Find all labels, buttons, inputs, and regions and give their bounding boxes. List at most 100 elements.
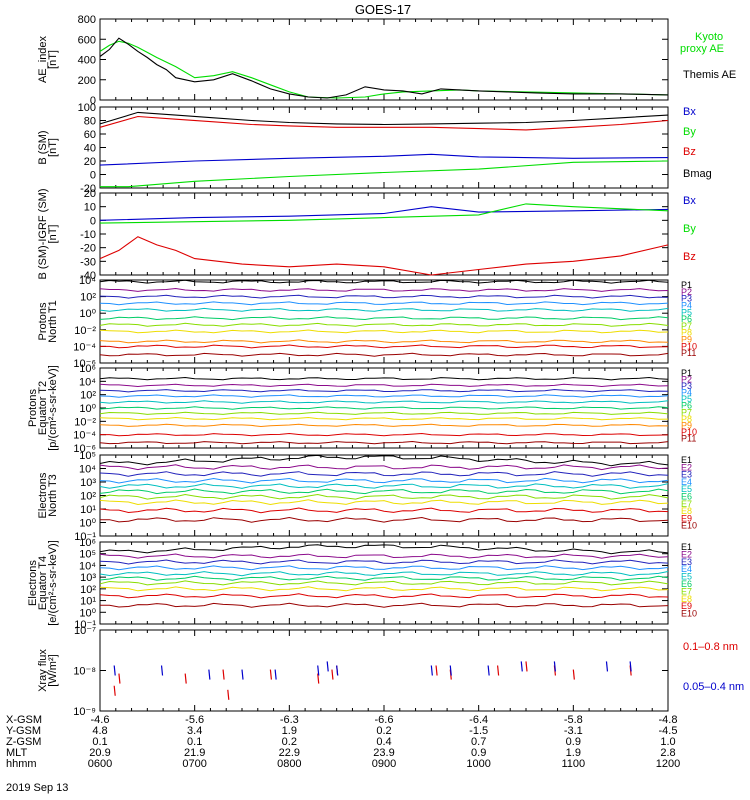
legend-entry: E6 [681, 492, 692, 502]
y-axis-label: Xray flux [37, 649, 49, 692]
footer-cell: 1.0 [660, 736, 675, 748]
legend-entry: E7 [681, 499, 692, 509]
flux-series-E6 [99, 575, 669, 581]
xray-point [160, 665, 164, 676]
y-axis-label: B (SM) [37, 130, 49, 164]
y-tick-label: 10⁻⁶ [73, 443, 96, 455]
legend-entry: E1 [681, 455, 692, 465]
flux-series-E3 [99, 471, 669, 477]
y-tick-label: 0 [90, 95, 96, 107]
xray-point [435, 665, 438, 676]
legend-entry: P11 [681, 433, 696, 443]
flux-series-P11 [99, 440, 669, 445]
legend-entry: P9 [681, 420, 692, 430]
footer-cell: 22.9 [279, 747, 300, 759]
footer-cell: 0800 [277, 758, 301, 770]
y-tick-label: 20 [84, 156, 96, 168]
flux-series-P8 [99, 416, 669, 421]
xray-point [184, 673, 187, 684]
legend-entry: E2 [681, 462, 692, 472]
footer-row-label: MLT [6, 747, 27, 759]
flux-series-E6 [99, 488, 669, 495]
flux-series-P7 [99, 411, 669, 415]
legend-entry: P6 [681, 401, 692, 411]
legend-entry: E6 [681, 579, 692, 589]
legend-entry: Themis AE [683, 69, 736, 81]
xray-point [113, 665, 116, 676]
y-tick-label: 0 [90, 170, 96, 182]
y-tick-label: -20 [80, 183, 96, 195]
footer-cell: 0.2 [376, 725, 391, 737]
footer-cell: 0.1 [187, 736, 202, 748]
y-tick-label: 0 [90, 215, 96, 227]
y-tick-label: -20 [80, 243, 96, 255]
y-tick-label: 10² [80, 292, 96, 304]
legend-entry: E5 [681, 572, 692, 582]
flux-series-E9 [99, 507, 669, 514]
y-tick-label: 400 [78, 55, 96, 67]
flux-series-P9 [99, 423, 669, 428]
legend-entry: Bmag [683, 168, 712, 180]
y-tick-label: -10 [80, 229, 96, 241]
footer-cell: 21.9 [184, 747, 205, 759]
footer-cell: 1.9 [566, 747, 581, 759]
xray-point [629, 661, 632, 672]
series-line [99, 111, 669, 126]
legend-entry: P8 [681, 328, 692, 338]
y-axis-label: Equator T4 [37, 556, 49, 610]
y-tick-label: 10⁶ [79, 363, 96, 375]
y-tick-label: 10⁻⁸ [73, 666, 96, 678]
footer-cell: 3.4 [187, 725, 202, 737]
flux-series-P11 [99, 352, 669, 357]
legend-entry: E3 [681, 557, 692, 567]
footer-cell: 2.8 [660, 747, 675, 759]
legend-entry: By [683, 126, 696, 138]
series-line [99, 153, 669, 166]
legend-entry: Bz [683, 251, 696, 263]
y-axis-label: [p/(cm²-s-sr-keV)] [47, 365, 59, 451]
series-line [99, 236, 669, 276]
y-axis-label: North T1 [47, 300, 59, 343]
y-tick-label: 10² [80, 390, 96, 402]
panel-frame [99, 629, 669, 712]
footer-cell: 23.9 [373, 747, 394, 759]
y-axis-label: AE_index [37, 35, 49, 83]
y-tick-label: 10⁻⁴ [73, 341, 96, 353]
flux-series-P5 [99, 400, 669, 404]
legend-entry: P1 [681, 368, 692, 378]
legend-entry: E3 [681, 470, 692, 480]
legend-entry: P10 [681, 427, 697, 437]
legend-entry: 0.1–0.8 nm [683, 641, 738, 653]
y-tick-label: 800 [78, 14, 96, 26]
xray-point [336, 665, 339, 676]
legend-entry: P7 [681, 321, 692, 331]
legend-entry: Bx [683, 195, 696, 207]
flux-series-P3 [99, 294, 669, 299]
legend-entry: 0.05–0.4 nm [683, 681, 744, 693]
flux-series-E10 [100, 602, 669, 608]
footer-cell: -6.4 [469, 714, 488, 726]
footer-cell: 20.9 [89, 747, 110, 759]
footer-cell: 1000 [466, 758, 490, 770]
y-tick-label: 10⁻⁷ [74, 625, 96, 637]
footer-cell: 0700 [182, 758, 206, 770]
legend-entry: E1 [681, 542, 692, 552]
footer-cell: 1100 [562, 758, 586, 770]
y-axis-label: [e/(cm²-s-sr-keV)] [47, 540, 59, 626]
flux-series-P6 [99, 316, 669, 321]
legend-entry: E10 [681, 521, 697, 531]
panel-frame [99, 192, 669, 276]
y-axis-label: Protons [37, 302, 49, 340]
xray-point [326, 661, 329, 672]
y-tick-label: 10² [80, 491, 96, 503]
legend-entry: P2 [681, 287, 692, 297]
xray-point [222, 669, 225, 680]
series-line [99, 206, 669, 221]
y-tick-label: 10⁰ [79, 518, 96, 530]
legend-entry: E10 [681, 609, 697, 619]
legend-entry: E9 [681, 513, 692, 523]
y-tick-label: 10⁰ [79, 403, 96, 415]
